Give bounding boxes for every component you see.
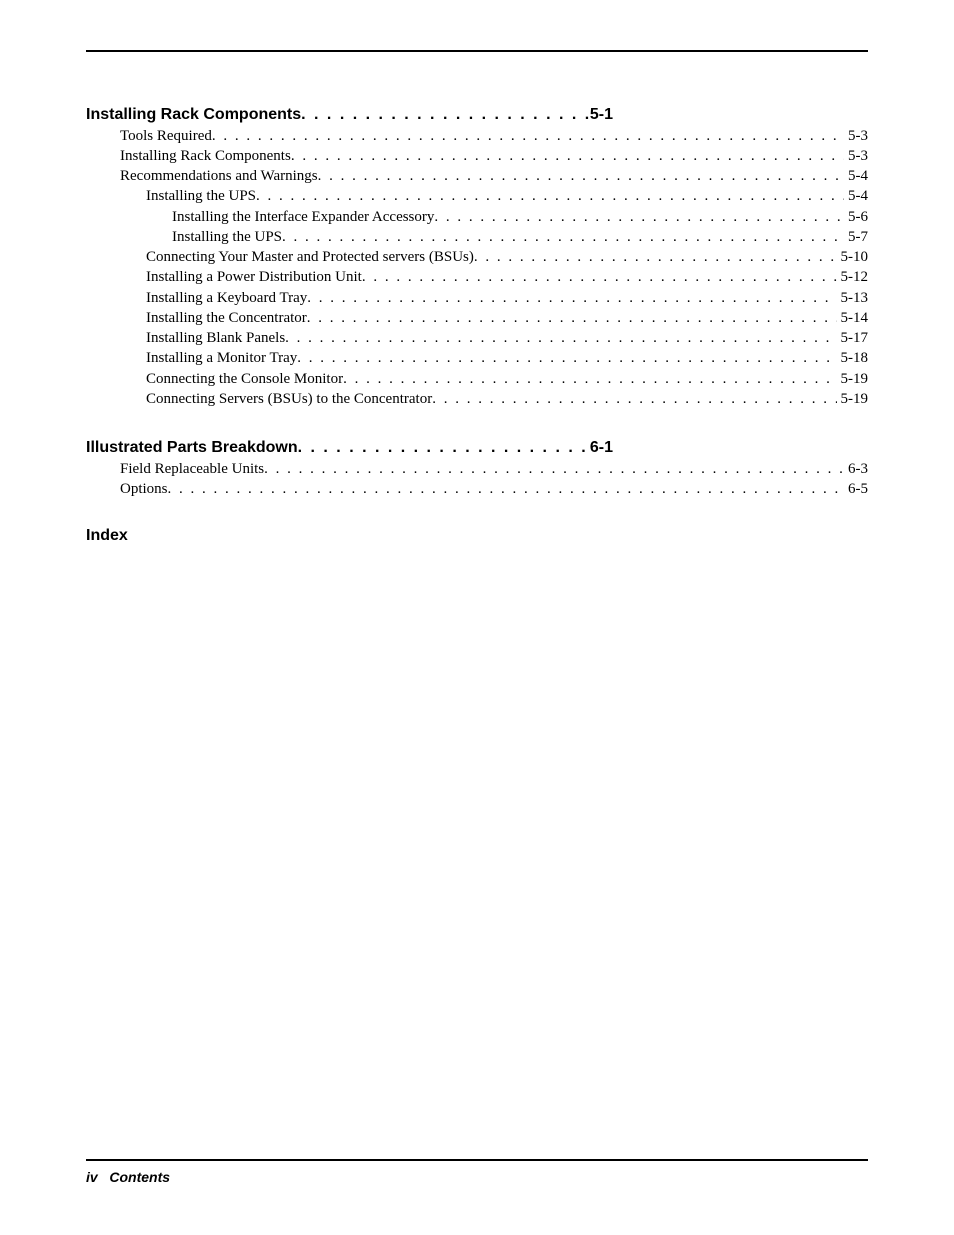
toc-page: 5-3 bbox=[844, 126, 868, 146]
footer-text: iv Contents bbox=[86, 1169, 868, 1185]
document-page: Installing Rack Components . . . . . . .… bbox=[0, 0, 954, 1235]
toc-block: Tools Required . . . . . . . . . . . . .… bbox=[120, 126, 868, 410]
toc-label: Connecting Servers (BSUs) to the Concent… bbox=[146, 389, 432, 409]
toc-label: Installing the UPS bbox=[172, 227, 282, 247]
section-page: 5-1 bbox=[590, 104, 613, 126]
toc-page: 5-4 bbox=[844, 186, 868, 206]
leader-dots: . . . . . . . . . . . . . . . . . . . . … bbox=[285, 328, 836, 348]
leader-dots: . . . . . . . . . . . . . . . . . . . . … bbox=[343, 369, 836, 389]
toc-label: Installing Blank Panels bbox=[146, 328, 285, 348]
toc-page: 6-5 bbox=[844, 479, 868, 499]
leader-dots: . . . . . . . . . . . . . . . . . . . . … bbox=[432, 389, 836, 409]
toc-entry: Tools Required . . . . . . . . . . . . .… bbox=[120, 126, 868, 146]
toc-entry: Field Replaceable Units . . . . . . . . … bbox=[120, 459, 868, 479]
toc-page: 5-13 bbox=[837, 288, 869, 308]
toc-label: Installing a Monitor Tray bbox=[146, 348, 297, 368]
leader-dots: . . . . . . . . . . . . . . . . . . . . … bbox=[282, 227, 844, 247]
leader-dots: . . . . . . . . . . . . . . . . . . . . … bbox=[301, 104, 590, 126]
page-footer: iv Contents bbox=[86, 1159, 868, 1185]
toc-label: Recommendations and Warnings bbox=[120, 166, 318, 186]
toc-label: Installing the Concentrator bbox=[146, 308, 307, 328]
toc-label: Connecting Your Master and Protected ser… bbox=[146, 247, 474, 267]
section-title: Illustrated Parts Breakdown bbox=[86, 437, 298, 459]
toc-page: 5-18 bbox=[837, 348, 869, 368]
top-rule bbox=[86, 50, 868, 52]
leader-dots: . . . . . . . . . . . . . . . . . . . . … bbox=[264, 459, 844, 479]
toc-entry: Connecting Your Master and Protected ser… bbox=[120, 247, 868, 267]
toc-label: Installing Rack Components bbox=[120, 146, 291, 166]
section-head-wrap: Illustrated Parts Breakdown . . . . . . … bbox=[86, 437, 613, 459]
toc-label: Connecting the Console Monitor bbox=[146, 369, 343, 389]
toc-page: 5-12 bbox=[837, 267, 869, 287]
toc-label: Installing a Power Distribution Unit bbox=[146, 267, 362, 287]
toc-page: 5-19 bbox=[837, 389, 869, 409]
leader-dots: . . . . . . . . . . . . . . . . . . . . … bbox=[474, 247, 837, 267]
toc-page: 5-6 bbox=[844, 207, 868, 227]
toc-label: Field Replaceable Units bbox=[120, 459, 264, 479]
toc-page: 5-10 bbox=[837, 247, 869, 267]
section-head-wrap: Installing Rack Components . . . . . . .… bbox=[86, 104, 613, 126]
leader-dots: . . . . . . . . . . . . . . . . . . . . … bbox=[297, 348, 836, 368]
leader-dots: . . . . . . . . . . . . . . . . . . . . … bbox=[307, 308, 837, 328]
index-heading: Index bbox=[86, 527, 868, 545]
footer-section-label: Contents bbox=[109, 1169, 170, 1185]
toc-entry: Installing the Concentrator . . . . . . … bbox=[120, 308, 868, 328]
toc-entry: Installing a Monitor Tray . . . . . . . … bbox=[120, 348, 868, 368]
toc-label: Installing a Keyboard Tray bbox=[146, 288, 307, 308]
section-head: Illustrated Parts Breakdown . . . . . . … bbox=[86, 437, 613, 459]
toc-page: 5-17 bbox=[837, 328, 869, 348]
toc-entry: Installing a Power Distribution Unit . .… bbox=[120, 267, 868, 287]
toc-entry: Recommendations and Warnings . . . . . .… bbox=[120, 166, 868, 186]
toc-entry: Installing the UPS . . . . . . . . . . .… bbox=[120, 186, 868, 206]
toc-label: Options bbox=[120, 479, 168, 499]
leader-dots: . . . . . . . . . . . . . . . . . . . . … bbox=[168, 479, 844, 499]
toc-entry: Connecting Servers (BSUs) to the Concent… bbox=[120, 389, 868, 409]
leader-dots: . . . . . . . . . . . . . . . . . . . . … bbox=[298, 437, 590, 459]
toc-page: 5-19 bbox=[837, 369, 869, 389]
leader-dots: . . . . . . . . . . . . . . . . . . . . … bbox=[434, 207, 844, 227]
toc-entry: Installing the UPS . . . . . . . . . . .… bbox=[120, 227, 868, 247]
leader-dots: . . . . . . . . . . . . . . . . . . . . … bbox=[256, 186, 844, 206]
toc-page: 5-14 bbox=[837, 308, 869, 328]
toc-label: Installing the UPS bbox=[146, 186, 256, 206]
toc-entry: Connecting the Console Monitor . . . . .… bbox=[120, 369, 868, 389]
toc-block: Field Replaceable Units . . . . . . . . … bbox=[120, 459, 868, 500]
leader-dots: . . . . . . . . . . . . . . . . . . . . … bbox=[362, 267, 837, 287]
toc-page: 5-3 bbox=[844, 146, 868, 166]
footer-page-roman: iv bbox=[86, 1169, 98, 1185]
leader-dots: . . . . . . . . . . . . . . . . . . . . … bbox=[291, 146, 844, 166]
toc-label: Installing the Interface Expander Access… bbox=[172, 207, 434, 227]
section-head: Installing Rack Components . . . . . . .… bbox=[86, 104, 613, 126]
toc-entry: Options . . . . . . . . . . . . . . . . … bbox=[120, 479, 868, 499]
section-page: 6-1 bbox=[590, 437, 613, 459]
toc-entry: Installing a Keyboard Tray . . . . . . .… bbox=[120, 288, 868, 308]
leader-dots: . . . . . . . . . . . . . . . . . . . . … bbox=[307, 288, 836, 308]
toc-label: Tools Required bbox=[120, 126, 212, 146]
toc-page: 6-3 bbox=[844, 459, 868, 479]
leader-dots: . . . . . . . . . . . . . . . . . . . . … bbox=[318, 166, 844, 186]
toc-entry: Installing Rack Components . . . . . . .… bbox=[120, 146, 868, 166]
toc-page: 5-7 bbox=[844, 227, 868, 247]
bottom-rule bbox=[86, 1159, 868, 1161]
section-title: Installing Rack Components bbox=[86, 104, 301, 126]
toc-page: 5-4 bbox=[844, 166, 868, 186]
leader-dots: . . . . . . . . . . . . . . . . . . . . … bbox=[212, 126, 844, 146]
toc-entry: Installing Blank Panels . . . . . . . . … bbox=[120, 328, 868, 348]
toc-entry: Installing the Interface Expander Access… bbox=[120, 207, 868, 227]
